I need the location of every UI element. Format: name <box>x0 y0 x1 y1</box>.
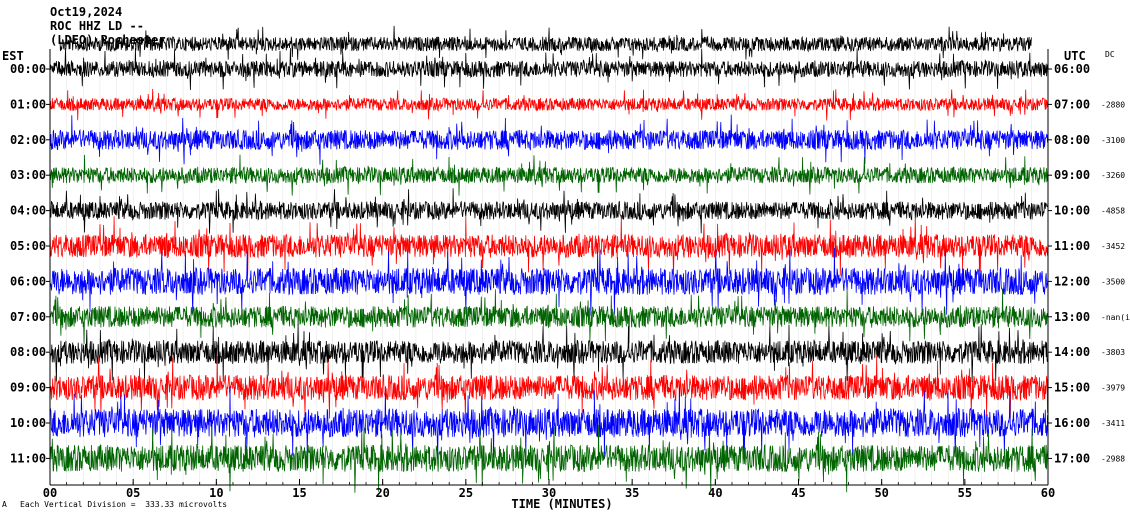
est-hour-label: 09:00 <box>10 381 46 395</box>
utc-hour-label: 12:00 <box>1054 274 1090 288</box>
trace-row-5 <box>49 216 1049 276</box>
est-hour-label: 00:00 <box>10 62 46 76</box>
est-hour-label: 03:00 <box>10 168 46 182</box>
dc-offset-label: -4858 <box>1101 207 1125 216</box>
trace-row-8 <box>49 323 1049 383</box>
x-tick-label: 05 <box>126 486 140 500</box>
utc-hour-label: 15:00 <box>1054 381 1090 395</box>
x-tick-label: 25 <box>459 486 473 500</box>
x-tick-label: 10 <box>209 486 223 500</box>
trace-row-4 <box>49 188 1049 234</box>
utc-hour-label: 11:00 <box>1054 239 1090 253</box>
network-name: (LDEO) Rochester <box>50 33 166 47</box>
dc-offset-label: -3452 <box>1101 242 1125 251</box>
x-tick-label: 60 <box>1041 486 1055 500</box>
trace-group <box>49 25 1049 493</box>
trace-row-7 <box>49 289 1049 344</box>
dc-offset-label: -2988 <box>1101 454 1125 463</box>
utc-hour-label: 13:00 <box>1054 310 1090 324</box>
utc-axis-title: UTC <box>1064 49 1086 63</box>
dc-offset-label: -3500 <box>1101 277 1125 286</box>
trace-row-9 <box>49 355 1049 420</box>
axis-frame <box>46 49 1052 486</box>
est-hour-label: 06:00 <box>10 274 46 288</box>
trace-row-10 <box>49 386 1049 460</box>
est-hour-label: 01:00 <box>10 97 46 111</box>
chart-date: Oct19,2024 <box>50 5 123 19</box>
dc-offset-label: -nan(ind) <box>1101 313 1130 322</box>
x-tick-label: 55 <box>958 486 972 500</box>
utc-hour-label: 06:00 <box>1054 62 1090 76</box>
est-axis-title: EST <box>2 49 24 63</box>
x-tick-label: 40 <box>708 486 722 500</box>
est-hour-label: 07:00 <box>10 310 46 324</box>
x-axis-title: TIME (MINUTES) <box>511 497 612 511</box>
est-hour-label: 04:00 <box>10 204 46 218</box>
x-tick-label: 50 <box>874 486 888 500</box>
utc-hour-label: 16:00 <box>1054 416 1090 430</box>
dc-offset-label: -3803 <box>1101 348 1125 357</box>
utc-hour-label: 17:00 <box>1054 451 1090 465</box>
x-tick-label: 35 <box>625 486 639 500</box>
dc-column-title: DC <box>1105 50 1115 59</box>
footer-mark: A <box>2 500 7 509</box>
est-hour-label: 02:00 <box>10 133 46 147</box>
x-tick-label: 45 <box>791 486 805 500</box>
trace-row-11 <box>49 424 1049 493</box>
x-tick-label: 30 <box>542 486 556 500</box>
trace-row-6 <box>49 247 1049 316</box>
utc-hour-label: 14:00 <box>1054 345 1090 359</box>
dc-offset-label: -3260 <box>1101 171 1125 180</box>
est-hour-label: 11:00 <box>10 451 46 465</box>
utc-hour-label: 07:00 <box>1054 97 1090 111</box>
utc-hour-label: 08:00 <box>1054 133 1090 147</box>
est-hour-label: 05:00 <box>10 239 46 253</box>
x-tick-label: 15 <box>292 486 306 500</box>
dc-offset-label: -2880 <box>1101 100 1125 109</box>
x-tick-label: 00 <box>43 486 57 500</box>
trace-row-3 <box>49 154 1049 196</box>
utc-hour-label: 09:00 <box>1054 168 1090 182</box>
scale-note: Each Vertical Division = 333.33 microvol… <box>20 500 228 509</box>
trace-row-0 <box>49 48 1049 91</box>
trace-row-1 <box>49 88 1049 121</box>
station-id: ROC HHZ LD -- <box>50 19 144 33</box>
x-tick-label: 20 <box>375 486 389 500</box>
axis-labels: 00 05 10 15 20 25 30 35 40 45 50 55 60 TIME (MINUTES)… <box>2 49 1130 511</box>
dc-offset-label: -3411 <box>1101 419 1125 428</box>
trace-previous-hour <box>59 25 1032 60</box>
est-hour-label: 10:00 <box>10 416 46 430</box>
dc-offset-label: -3100 <box>1101 136 1125 145</box>
trace-row-2 <box>49 114 1049 165</box>
est-hour-label: 08:00 <box>10 345 46 359</box>
dc-offset-label: -3979 <box>1101 384 1125 393</box>
utc-hour-label: 10:00 <box>1054 204 1090 218</box>
